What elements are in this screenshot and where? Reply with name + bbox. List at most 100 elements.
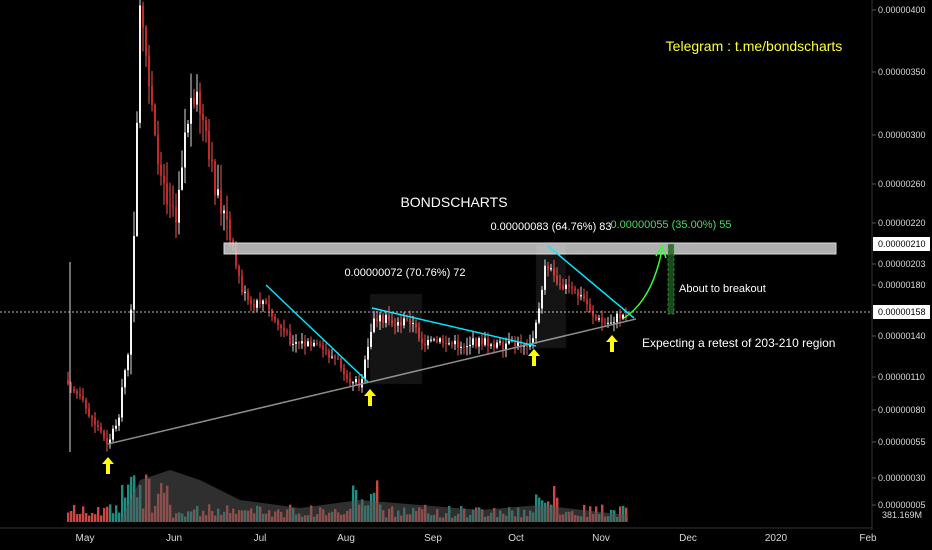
arrow-up-icon [364,389,376,406]
candle-body [406,318,408,320]
candle-body [520,341,522,347]
candle-body [436,339,438,342]
candle-body [382,315,384,323]
candle-body [460,346,462,348]
candle-body [475,338,477,347]
candle-body [283,328,285,332]
volume-bar [376,480,379,522]
candle-body [190,97,192,124]
volume-bar [118,512,121,522]
candle-body [370,331,372,347]
candle-body [403,318,405,326]
candle-body [187,123,189,133]
volume-bar [124,497,127,522]
price-tick-label: 0.00000110 [878,372,925,382]
date-tick-label: Aug [337,533,355,544]
candle-body [604,322,606,324]
volume-readout: 381.169M [882,510,922,520]
price-tick-label: 0.00000055 [878,437,926,447]
candle-body [355,378,357,383]
candle-body [433,339,435,341]
candle-body [310,341,312,347]
price-tick-label: 0.00000350 [878,67,926,77]
volume-bar [85,513,88,522]
price-highlight-label: 0.00000158 [878,307,926,317]
breakout-note: About to breakout [679,283,766,295]
candle-body [127,354,129,371]
candle-body [331,356,333,358]
price-tick-label: 0.00000203 [878,259,926,269]
candle-body [118,417,120,426]
candle-body [223,210,225,214]
candle-body [112,428,114,440]
candle-body [289,331,291,345]
volume-bar [115,505,118,522]
candle-body [397,322,399,326]
candle-body [499,341,501,343]
candle-body [169,204,171,206]
drawing-layer [0,242,872,474]
candle-body [220,189,222,214]
candle-body [244,291,246,293]
candle-body [514,340,516,346]
candle-body [481,338,483,345]
candle-body [109,439,111,444]
measure-box-1 [369,293,423,385]
candle-body [421,338,423,344]
candle-body [304,341,306,347]
candle-body [508,340,510,344]
candle-body [400,322,402,326]
volume-bar [88,515,91,522]
candle-body [592,311,594,317]
candle-body [160,164,162,176]
candle-body [292,343,294,345]
candle-body [142,5,144,28]
candle-body [115,425,117,429]
candle-body [286,331,288,333]
candle-body [82,396,84,400]
candle-body [565,284,567,290]
candle-body [73,389,75,392]
candle-body [298,342,300,344]
candle-body [391,320,393,325]
arrow-up-icon [102,457,114,474]
volume-bar [91,512,94,522]
candle-body [556,275,558,284]
measure3-label: 0.00000055 (35.00%) 55 [610,219,731,231]
candle-body [247,291,249,300]
resistance-zone [223,242,837,255]
candle-body [184,132,186,168]
candle-body [451,343,453,345]
candle-body [256,300,258,308]
price-tick-label: 0.00000080 [878,405,926,415]
candle-body [139,5,141,123]
projection-arrowhead [655,244,667,259]
date-tick-label: Feb [859,533,877,544]
volume-bar [553,485,556,522]
candle-body [562,285,564,290]
volume-bar [73,504,76,522]
candle-body [241,275,243,293]
candle-body [424,343,426,346]
candle-body [268,303,270,310]
candle-body [388,314,390,321]
support-trendline [107,318,637,445]
candle-body [364,359,366,380]
price-tick-label: 0.00000400 [878,5,926,15]
candle-body [253,303,255,308]
candle-body [619,313,621,319]
candle-body [70,383,72,390]
candle-body [121,387,123,418]
volume-bar [97,506,100,522]
candle-body [130,309,132,355]
price-highlight-box [873,305,930,319]
candle-body [376,318,378,322]
candle-body [418,327,420,339]
candle-body [586,299,588,305]
candle-body [166,183,168,205]
candle-body [568,284,570,287]
candle-body [172,205,174,207]
retest-note: Expecting a retest of 203-210 region [642,336,835,350]
candle-body [94,417,96,425]
